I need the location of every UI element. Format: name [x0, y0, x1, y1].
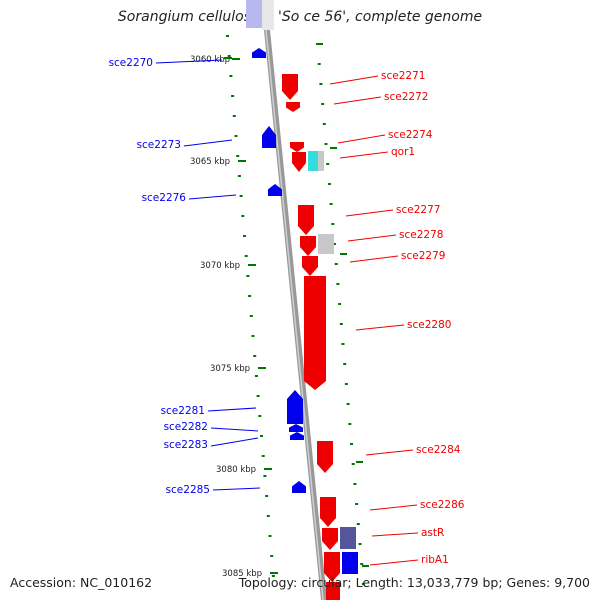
gene-sce2286-leader [369, 504, 418, 511]
genome-title: Sorangium cellulosum 'So ce 56', complet… [117, 9, 483, 25]
gene-sce2272-leader [333, 96, 382, 105]
kbp-tick-label: 3085 kbp [222, 569, 262, 579]
gene-sce2278-leader [347, 234, 397, 242]
gene-sce2276-leader [188, 194, 237, 200]
gene-block-top-grey [262, 0, 274, 30]
gene-sce2278-glyph [300, 236, 316, 256]
gene-sce2272-glyph [286, 102, 300, 112]
gene-sce2280-glyph [304, 276, 326, 390]
kbp-tick-label: 3070 kbp [200, 261, 240, 271]
accession-text: Accession: NC_010162 [10, 575, 153, 590]
gene-sce2273-leader [183, 139, 233, 147]
gene-qor1-glyph [292, 152, 306, 172]
gene-sce2277-label[interactable]: sce2277 [396, 204, 440, 216]
gene-sce2278-label[interactable]: sce2278 [399, 229, 443, 241]
gene-blue-block [342, 552, 358, 574]
genome-summary-text: Topology: circular; Length: 13,033,779 b… [238, 575, 590, 590]
gene-grey-block-a [318, 151, 324, 171]
gene-red-block-bottom [326, 582, 340, 600]
gene-sce2273-label[interactable]: sce2273 [137, 139, 181, 151]
gene-sce2282-glyph [289, 424, 303, 432]
gene-qor1-leader [339, 151, 389, 159]
gene-sce2277-leader [345, 209, 394, 217]
gene-sce2283-glyph [290, 432, 304, 440]
gene-labels: sce2270 sce2271 sce2272 sce2273 sce2274 qor1 s… [109, 57, 465, 566]
gene-sce2274-label[interactable]: sce2274 [388, 129, 433, 141]
gene-sce2285-label[interactable]: sce2285 [166, 484, 210, 496]
gene-sce2274-glyph [290, 142, 304, 152]
gene-sce2284-glyph [317, 441, 333, 473]
gene-sce2270-glyph [252, 48, 266, 58]
gene-sce2271-label[interactable]: sce2271 [381, 70, 425, 82]
gene-sce2285-leader [212, 487, 261, 491]
kbp-tick-label: 3060 kbp [190, 55, 230, 65]
gene-sce2279-label[interactable]: sce2279 [401, 250, 445, 262]
gene-sce2285-glyph [292, 481, 306, 493]
kbp-tick-label: 3075 kbp [210, 364, 250, 374]
gene-sce2271-leader [329, 75, 379, 85]
gene-sce2279-glyph [302, 256, 318, 276]
gene-sce2277-glyph [298, 205, 314, 235]
gene-sce2282-label[interactable]: sce2282 [164, 421, 208, 433]
gene-sce2270-label[interactable]: sce2270 [109, 57, 153, 69]
gene-sce2280-leader [355, 324, 405, 331]
gene-block-top [246, 0, 262, 28]
tick-marks [224, 35, 369, 585]
gene-grey-block-b [318, 234, 334, 254]
kbp-scale: 3060 kbp 3065 kbp 3070 kbp 3075 kbp 3080 kbp… [190, 55, 278, 579]
gene-sce2283-label[interactable]: sce2283 [164, 439, 208, 451]
gene-astR-label[interactable]: astR [421, 527, 444, 539]
genome-backbone [261, 0, 327, 600]
gene-sce2271-glyph [282, 74, 298, 100]
gene-astR-leader [371, 532, 419, 537]
gene-sce2284-label[interactable]: sce2284 [416, 444, 461, 456]
kbp-tick-label: 3065 kbp [190, 157, 230, 167]
gene-sce2286-label[interactable]: sce2286 [420, 499, 465, 511]
kbp-tick-label: 3080 kbp [216, 465, 256, 475]
gene-sce2281-label[interactable]: sce2281 [161, 405, 205, 417]
gene-cyan-block [308, 151, 318, 171]
gene-sce2284-leader [365, 449, 414, 456]
gene-sce2272-label[interactable]: sce2272 [384, 91, 428, 103]
gene-qor1-label[interactable]: qor1 [391, 146, 415, 158]
gene-sce2273-glyph [262, 126, 276, 148]
gene-sce2283-leader [210, 437, 259, 447]
gene-sce2281-glyph [287, 390, 303, 424]
gene-sce2274-leader [337, 134, 386, 144]
gene-ribA1-label[interactable]: ribA1 [421, 554, 449, 566]
gene-astR-glyph [322, 528, 338, 550]
gene-glyphs [252, 48, 358, 600]
gene-sce2280-label[interactable]: sce2280 [407, 319, 451, 331]
gene-sce2270-leader [155, 59, 223, 64]
gene-sce2281-leader [207, 407, 257, 412]
gene-sce2286-glyph [320, 497, 336, 527]
gene-sce2282-leader [210, 427, 259, 432]
gene-ribA1-glyph [324, 552, 340, 582]
gene-sce2276-glyph [268, 184, 282, 196]
gene-sce2276-label[interactable]: sce2276 [142, 192, 187, 204]
genome-backbone-highlight [262, 0, 324, 600]
gene-purple-block [340, 527, 356, 549]
gene-ribA1-leader [369, 559, 419, 566]
gene-sce2279-leader [349, 255, 399, 263]
